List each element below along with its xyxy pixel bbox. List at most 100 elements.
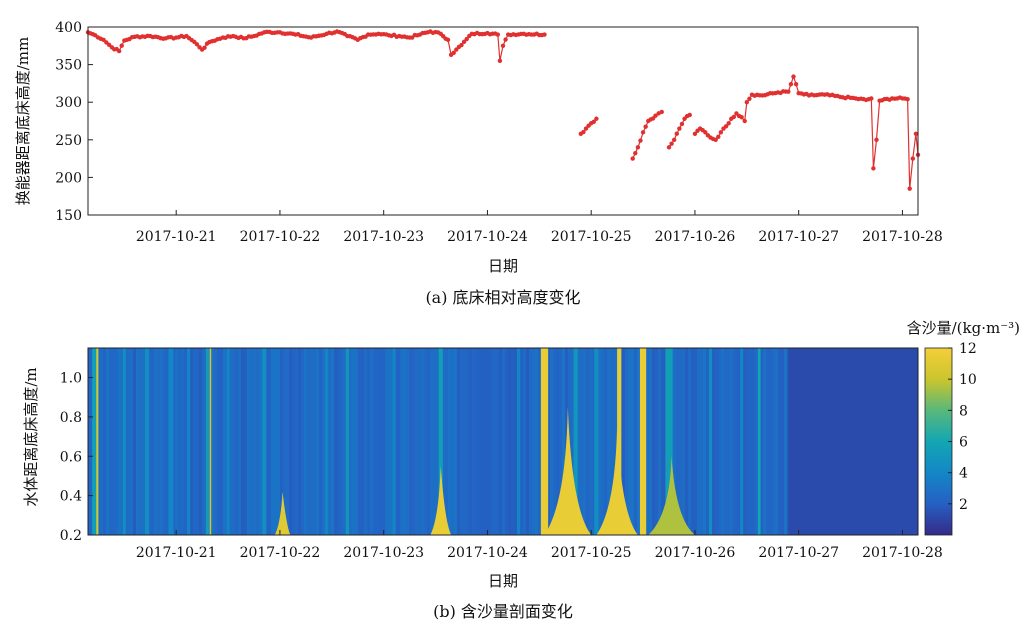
heatmap-stripe [490,348,493,535]
heatmap-stripe [700,348,703,535]
panel-b-x-tick-label: 2017-10-26 [655,545,736,561]
heatmap-stripe [538,348,541,535]
colorbar-tick-label: 6 [959,435,968,451]
heatmap-stripe [214,348,217,535]
heatmap-stripe [253,348,256,535]
heatmap-stripe [580,348,583,535]
heatmap-stripe [682,348,685,535]
heatmap-stripe [163,348,166,535]
heatmap-stripe [103,348,106,535]
heatmap-stripe [466,348,469,535]
heatmap-stripe [265,348,268,535]
panel-a-x-tick-label: 2017-10-27 [758,229,839,245]
colorbar-tick-label: 4 [959,466,968,482]
heatmap-stripe [223,348,226,535]
heatmap-stripe [778,348,781,535]
heatmap-stripe [649,348,652,535]
heatmap-stripe [373,348,376,535]
heatmap-stripe [493,348,496,535]
panel-a-y-tick-label: 350 [55,58,82,74]
heatmap-column [122,348,126,535]
heatmap-stripe [391,348,394,535]
panel-a-y-ticks: 150 200 250 300 350 400 [55,20,93,224]
heatmap-stripe [472,348,475,535]
heatmap-stripe [589,348,592,535]
heatmap-stripe [199,348,202,535]
heatmap-stripe [322,348,325,535]
heatmap-stripe [481,348,484,535]
panel-a-y-tick-label: 150 [55,208,82,224]
colorbar-label: 含沙量/(kg·m⁻³) [907,319,1020,337]
heatmap-stripe [766,348,769,535]
heatmap-stripe [352,348,355,535]
heatmap-stripe [694,348,697,535]
heatmap-stripe [289,348,292,535]
heatmap-stripe [358,348,361,535]
heatmap-stripe [742,348,745,535]
heatmap-plume [274,491,291,535]
heatmap-stripe [397,348,400,535]
heatmap-column [205,348,209,535]
heatmap-stripe [142,348,145,535]
heatmap-stripe [484,348,487,535]
heatmap-stripe [622,348,625,535]
heatmap-stripe [190,348,193,535]
heatmap-stripe [703,348,706,535]
heatmap-plume [430,466,452,535]
heatmap-stripe [229,348,232,535]
heatmap-column [209,348,212,535]
heatmap-stripe [133,348,136,535]
panel-a-x-label: 日期 [488,257,518,275]
heatmap-stripe [448,348,451,535]
heatmap-stripe [337,348,340,535]
heatmap-stripe [736,348,739,535]
heatmap-stripe [445,348,448,535]
heatmap-stripe [115,348,118,535]
heatmap-stripe [637,348,640,535]
heatmap-stripe [628,348,631,535]
panel-b-y-tick-label: 0.4 [60,489,82,505]
heatmap-stripe [235,348,238,535]
heatmap-stripe [271,348,274,535]
heatmap-stripe [298,348,301,535]
heatmap-stripe [769,348,772,535]
data-point [630,156,635,161]
colorbar [924,347,953,536]
heatmap-stripe [310,348,313,535]
heatmap-stripe [676,348,679,535]
heatmap-stripe [349,348,352,535]
panel-a-markers [85,29,921,191]
heatmap-low-region [788,348,918,535]
heatmap-stripe [784,348,787,535]
heatmap-stripe [202,348,205,535]
panel-a-x-tick-label: 2017-10-24 [447,229,528,245]
heatmap-stripe [178,348,181,535]
heatmap-stripe [382,348,385,535]
panel-a-caption: (a) 底床相对高度变化 [425,288,580,307]
heatmap-column [617,348,622,535]
panel-b-x-tick-label: 2017-10-27 [758,545,839,561]
heatmap-stripe [634,348,637,535]
panel-b-caption: (b) 含沙量剖面变化 [433,602,573,621]
heatmap-stripe [100,348,103,535]
panel-b-x-label: 日期 [488,572,518,590]
heatmap-stripe [748,348,751,535]
heatmap-column [392,348,396,535]
heatmap-stripe [343,348,346,535]
heatmap-stripe [559,348,562,535]
panel-b-x-tick-label: 2017-10-28 [862,545,943,561]
heatmap-stripe [400,348,403,535]
heatmap-stripe [112,348,115,535]
heatmap-stripe [451,348,454,535]
heatmap-stripe [274,348,277,535]
colorbar-tick-label: 2 [959,497,968,513]
heatmap-stripe [424,348,427,535]
panel-b-x-ticks: 2017-10-21 2017-10-22 2017-10-23 2017-10-24… [136,530,943,561]
heatmap-stripe [421,348,424,535]
heatmap-plume [648,456,695,535]
heatmap-stripe [166,348,169,535]
heatmap-stripe [316,348,319,535]
heatmap-stripe [646,348,649,535]
heatmap-stripe [613,348,616,535]
